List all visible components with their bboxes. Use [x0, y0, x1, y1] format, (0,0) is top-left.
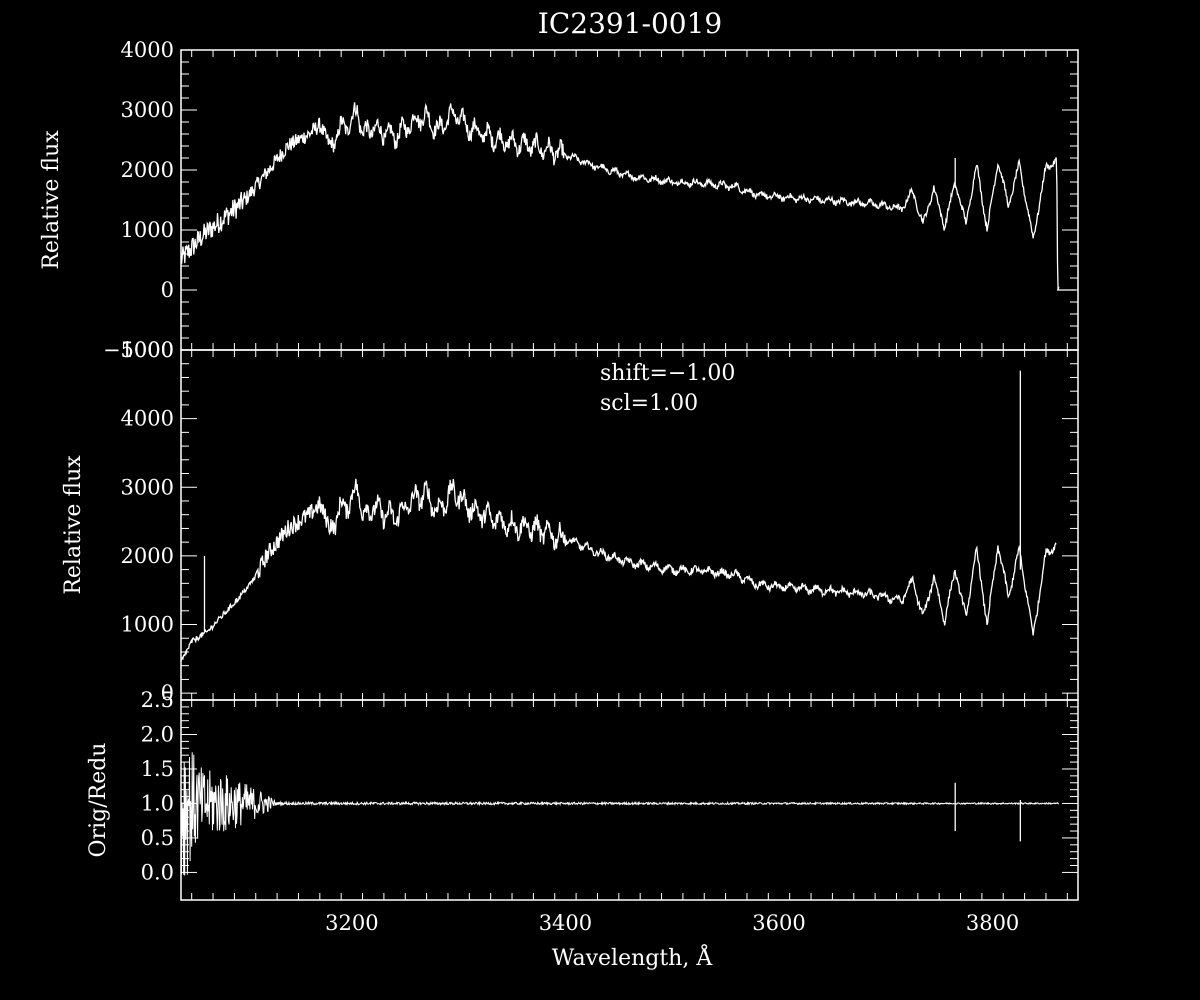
y-tick-label: 1.5	[141, 757, 174, 781]
y-tick-label: 1000	[121, 218, 174, 242]
x-tick-label: 3600	[752, 911, 805, 935]
y-tick-label: 1000	[121, 613, 174, 637]
y-tick-label: 3000	[121, 475, 174, 499]
y-tick-label: −1000	[103, 338, 174, 362]
ratio-panel: 0.0 0.5 1.0 1.5 2.0 2.5 Orig/Redu 3200 3400 360…	[86, 688, 1079, 971]
middle-panel-y-axis-label: Relative flux	[61, 455, 86, 595]
top-panel-y-axis-label: Relative flux	[39, 130, 64, 270]
y-tick-label: 0	[161, 681, 174, 705]
y-tick-label: 2000	[121, 158, 174, 182]
middle-panel-spectrum-line	[180, 478, 1057, 662]
shift-annotation: shift=−1.00	[600, 361, 735, 386]
x-tick-label: 3200	[325, 911, 378, 935]
y-tick-label: 4000	[121, 407, 174, 431]
ratio-panel-y-axis-label: Orig/Redu	[86, 743, 111, 858]
y-tick-label: 5000	[121, 338, 174, 362]
y-tick-label: 2000	[121, 544, 174, 568]
y-tick-label: 0.5	[141, 826, 174, 850]
top-panel-spectrum-line	[180, 102, 1076, 291]
middle-panel-spikes	[203, 370, 1021, 632]
y-tick-label: 2.0	[141, 722, 174, 746]
y-tick-label: 2.5	[141, 688, 174, 712]
x-tick-label: 3800	[966, 911, 1019, 935]
ratio-panel-frame	[180, 699, 1079, 901]
x-tick-label: 3400	[539, 911, 592, 935]
x-axis-label: Wavelength, Å	[552, 943, 714, 971]
y-tick-label: 4000	[121, 38, 174, 62]
y-tick-label: 0.0	[141, 860, 174, 884]
chart-title: IC2391-0019	[538, 7, 722, 40]
top-flux-panel: −1000 0 1000 2000 3000 4000 Relative flux	[39, 38, 1079, 362]
y-tick-label: 1.0	[141, 791, 174, 815]
y-tick-label: 0	[161, 278, 174, 302]
top-panel-y-tick-labels: −1000 0 1000 2000 3000 4000	[103, 38, 174, 362]
ratio-panel-line	[180, 752, 1060, 876]
ratio-panel-spikes	[954, 782, 1021, 842]
y-tick-label: 3000	[121, 98, 174, 122]
scale-annotation: scl=1.00	[600, 391, 698, 416]
middle-panel-y-tick-labels: 0 1000 2000 3000 4000 5000	[121, 338, 174, 705]
middle-panel-ticks	[181, 349, 1078, 700]
ratio-panel-y-tick-labels: 0.0 0.5 1.0 1.5 2.0 2.5	[141, 688, 174, 884]
x-axis-tick-labels: 3200 3400 3600 3800	[325, 911, 1019, 935]
